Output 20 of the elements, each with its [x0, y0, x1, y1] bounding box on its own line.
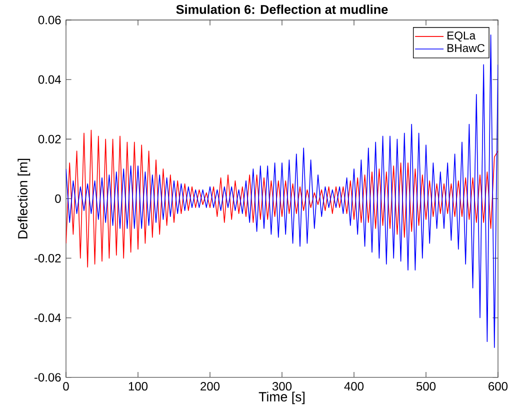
x-tick-label: 600 — [488, 382, 508, 390]
legend-label: EQLa — [448, 31, 476, 42]
y-tick-label: 0.06 — [38, 16, 61, 24]
x-tick-label: 200 — [200, 382, 220, 390]
legend-label: BHawC — [448, 44, 485, 52]
x-axis-title: Time [s] — [258, 392, 304, 404]
chart-title: Simulation 6: Deflection at mudline — [176, 4, 388, 14]
y-tick-label: 0 — [55, 194, 61, 203]
line-series — [66, 130, 498, 268]
x-tick-label: 0 — [63, 382, 69, 390]
y-tick-label: -0.04 — [34, 313, 61, 322]
y-tick-label: -0.06 — [34, 372, 61, 382]
x-tick-label: 100 — [128, 382, 148, 390]
y-tick-label: -0.02 — [34, 254, 61, 262]
y-axis-title: Deflection [m] — [18, 158, 30, 238]
x-tick-label: 500 — [416, 382, 436, 390]
y-tick-label: 0.04 — [38, 75, 61, 84]
x-tick-label: 400 — [344, 382, 364, 390]
y-tick-label: 0.02 — [38, 134, 61, 144]
x-tick-label: 300 — [272, 382, 292, 390]
